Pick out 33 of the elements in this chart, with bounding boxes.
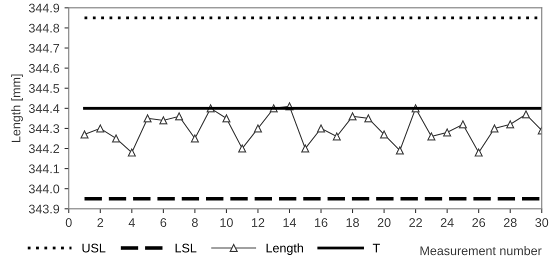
y-tick-label: 344.8 [28, 24, 60, 33]
legend-label: Length [266, 243, 303, 255]
x-tick-label: 30 [535, 218, 548, 228]
y-tick-label: 344.3 [28, 124, 60, 134]
legend-label: T [372, 244, 380, 252]
y-tick-label: 344.1 [28, 164, 60, 174]
y-axis-title: Length [mm] [11, 74, 23, 142]
x-tick-label: 0 [66, 218, 72, 228]
x-tick-label: 6 [160, 218, 166, 228]
y-tick-label: 344.4 [28, 104, 60, 113]
x-tick-label: 16 [315, 218, 328, 228]
x-axis-title: Measurement number [420, 246, 542, 256]
y-tick-label: 344.0 [28, 184, 60, 194]
y-tick-label: 344.7 [28, 44, 60, 53]
y-tick-label: 343.9 [28, 204, 60, 214]
x-tick-label: 12 [252, 218, 264, 227]
x-tick-label: 26 [472, 218, 486, 228]
x-tick-label: 20 [378, 218, 391, 228]
x-tick-label: 28 [504, 218, 517, 228]
x-tick-label: 22 [409, 218, 422, 227]
x-tick-label: 14 [283, 218, 296, 227]
x-tick-label: 2 [97, 218, 104, 227]
x-tick-label: 24 [440, 218, 454, 227]
x-tick-label: 10 [220, 218, 233, 228]
legend-label: USL [82, 244, 106, 252]
x-tick-label: 4 [128, 218, 135, 227]
x-tick-label: 18 [346, 218, 359, 228]
y-tick-label: 344.5 [28, 84, 60, 93]
x-tick-label: 8 [192, 218, 198, 228]
y-tick-label: 344.9 [28, 4, 60, 12]
legend-label: LSL [176, 244, 196, 252]
y-tick-label: 344.2 [28, 144, 60, 154]
y-tick-label: 344.6 [28, 64, 60, 73]
